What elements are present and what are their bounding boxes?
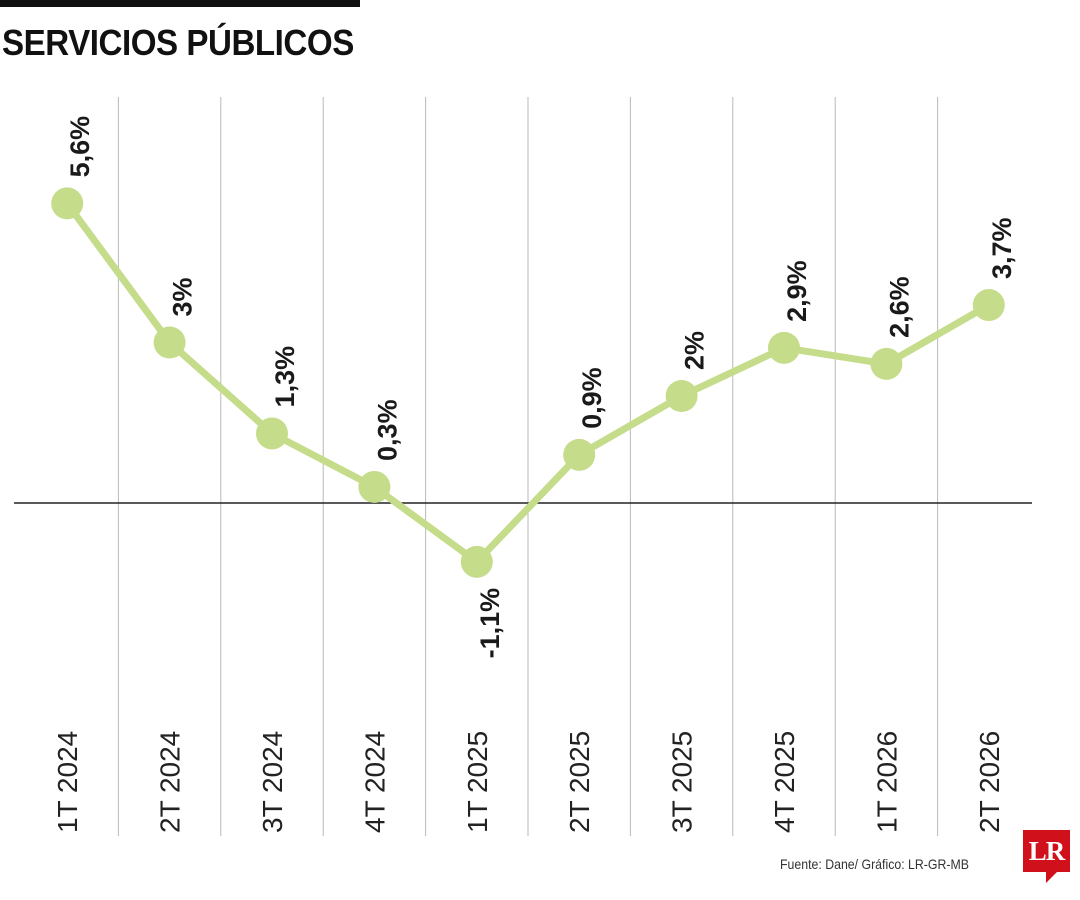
x-tick-label: 3T 2025 [667,731,698,833]
data-point [358,470,391,503]
data-point [870,347,903,380]
data-point [153,326,186,359]
data-point [665,380,698,412]
series-line [63,199,993,566]
data-label: 3% [168,277,198,316]
data-label: 0,3% [372,399,402,461]
data-point [256,417,288,450]
source-note: Fuente: Dane/ Gráfico: LR-GR-MB [780,856,969,872]
x-tick-label: 1T 2026 [871,731,902,833]
title-accent-bar [0,0,360,7]
x-tick-label: 2T 2025 [564,731,595,833]
page-title: SERVICIOS PÚBLICOS [2,22,354,63]
x-tick-label: 1T 2025 [462,731,493,833]
data-label: -1,1% [475,588,505,659]
data-label: 3,7% [987,218,1017,280]
data-label: 2,9% [782,260,812,322]
data-point [51,187,84,220]
data-point [563,438,596,471]
data-label: 0,9% [577,367,607,429]
data-label: 5,6% [65,116,95,178]
x-tick-label: 1T 2024 [52,731,83,833]
x-tick-label: 2T 2024 [155,731,186,833]
data-point [768,331,800,364]
x-tick-label: 3T 2024 [257,731,288,833]
data-point [972,289,1005,322]
data-label: 2% [680,331,710,370]
data-point [460,545,493,578]
x-tick-label: 2T 2026 [974,731,1005,833]
data-label: 2,6% [884,276,914,338]
lr-logo: LR [1023,830,1070,872]
x-tick-label: 4T 2025 [769,731,800,833]
data-label: 1,3% [270,346,300,408]
x-tick-label: 4T 2024 [359,731,390,833]
lr-logo-tail [1046,871,1058,883]
